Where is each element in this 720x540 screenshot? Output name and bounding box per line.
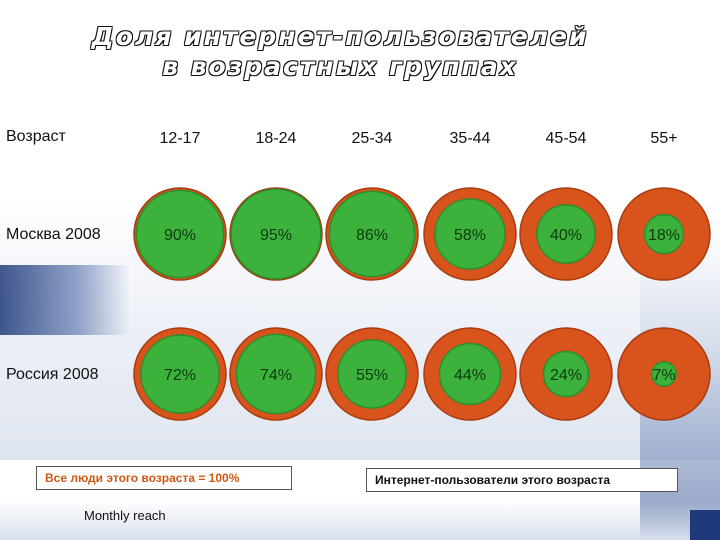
data-label: 7% xyxy=(652,367,675,384)
age-label: Возраст xyxy=(6,128,66,145)
page-title: Доля интернет-пользователей в возрастных… xyxy=(60,22,620,82)
data-label: 24% xyxy=(550,367,582,384)
bubble-inner xyxy=(542,350,590,398)
data-label: 44% xyxy=(454,367,486,384)
bubble-russia-0: 72% xyxy=(133,327,227,421)
row-label-moscow: Москва 2008 xyxy=(6,226,101,243)
bubble-inner xyxy=(328,190,416,278)
bubble-inner xyxy=(135,189,225,279)
bubble-russia-1: 74% xyxy=(229,327,323,421)
bubble-moscow-5: 18% xyxy=(617,187,711,281)
bubble-inner xyxy=(230,188,322,280)
bubble-moscow-4: 40% xyxy=(519,187,613,281)
column-header-25-34: 25-34 xyxy=(351,130,393,147)
bubble-russia-2: 55% xyxy=(325,327,419,421)
data-label: 55% xyxy=(356,367,388,384)
bubble-inner xyxy=(643,213,685,255)
title-line-1: Доля интернет-пользователей xyxy=(91,22,589,51)
data-label: 74% xyxy=(260,367,292,384)
legend-internet-users: Интернет-пользователи этого возраста xyxy=(366,468,678,492)
bubble-inner xyxy=(434,198,506,270)
legend-all-people: Все люди этого возраста = 100% xyxy=(36,466,292,490)
data-label: 18% xyxy=(648,227,680,244)
bubble-moscow-0: 90% xyxy=(133,187,227,281)
footnote: Monthly reach xyxy=(84,508,166,523)
background-accent-bottom xyxy=(0,500,720,540)
column-header-45-54: 45-54 xyxy=(545,130,587,147)
column-header-18-24: 18-24 xyxy=(255,130,297,147)
data-label: 86% xyxy=(356,227,388,244)
title-line-2: в возрастных группах xyxy=(162,52,518,81)
data-label: 72% xyxy=(164,367,196,384)
column-header-12-17: 12-17 xyxy=(159,130,201,147)
bubble-russia-5: 7% xyxy=(617,327,711,421)
column-header-55-plus: 55+ xyxy=(650,130,678,147)
bubble-moscow-3: 58% xyxy=(423,187,517,281)
bubble-inner xyxy=(235,333,317,415)
bubble-moscow-2: 86% xyxy=(325,187,419,281)
data-label: 95% xyxy=(260,227,292,244)
background-accent-left xyxy=(0,265,130,335)
bubble-inner xyxy=(651,361,677,387)
corner-ornament xyxy=(690,510,720,540)
data-label: 40% xyxy=(550,227,582,244)
bubble-inner xyxy=(536,204,596,264)
data-label: 58% xyxy=(454,227,486,244)
bubble-inner xyxy=(438,342,502,406)
bubble-inner xyxy=(140,334,220,414)
bubble-russia-3: 44% xyxy=(423,327,517,421)
bubble-russia-4: 24% xyxy=(519,327,613,421)
row-label-russia: Россия 2008 xyxy=(6,366,99,383)
data-label: 90% xyxy=(164,227,196,244)
bubble-inner xyxy=(337,339,407,409)
bubble-moscow-1: 95% xyxy=(229,187,323,281)
column-header-35-44: 35-44 xyxy=(449,130,491,147)
